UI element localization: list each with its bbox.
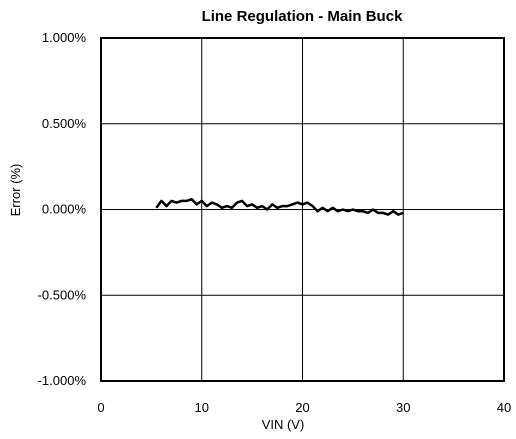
x-tick-label: 40 [497,400,511,415]
grid [101,38,504,381]
y-tick-label: 1.000% [42,30,87,45]
plot-frame [100,37,505,382]
x-tick-label: 20 [295,400,309,415]
y-axis-ticks: 1.000% 0.500% 0.000% -0.500% -1.000% [38,30,87,388]
series-layer [155,197,404,216]
series-line-0 [155,197,404,216]
y-tick-label: 0.000% [42,202,87,217]
chart-title: Line Regulation - Main Buck [202,8,404,25]
x-tick-label: 30 [396,400,410,415]
x-axis-label: VIN (V) [262,417,305,432]
y-axis-label: Error (%) [8,164,23,217]
x-tick-label: 0 [97,400,104,415]
y-tick-label: 0.500% [42,116,87,131]
x-tick-label: 10 [195,400,209,415]
y-tick-label: -0.500% [38,287,87,302]
y-tick-label: -1.000% [38,373,87,388]
x-axis-ticks: 0 10 20 30 40 [97,400,511,415]
